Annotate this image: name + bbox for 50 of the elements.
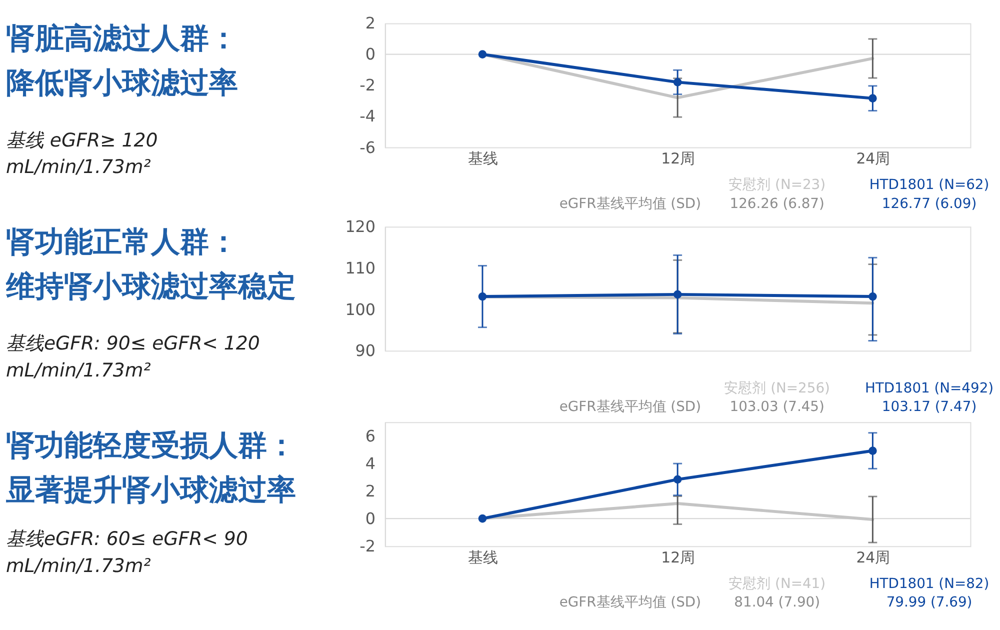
y-tick-label: -6 xyxy=(360,138,376,157)
text: 安慰剂 (N=256) xyxy=(724,380,830,396)
text: 肾功能轻度受损人群： xyxy=(6,428,296,462)
text: eGFR基线平均值 (SD) xyxy=(559,196,701,212)
y-tick-label: -4 xyxy=(360,106,376,126)
y-tick-label: 90 xyxy=(355,341,376,360)
text: 81.04 (7.90) xyxy=(734,594,820,611)
text: 基线 eGFR≥ 120 mL/min/1.73m² xyxy=(6,130,158,178)
text: HTD1801 (N=62) xyxy=(869,176,990,193)
text: 降低肾小球滤过率 xyxy=(6,66,238,100)
text: 安慰剂 (N=23) xyxy=(728,176,826,193)
y-tick-label: 4 xyxy=(365,454,376,473)
x-tick-label: 基线 xyxy=(468,548,498,566)
y-tick-label: 2 xyxy=(365,481,376,500)
point xyxy=(478,50,487,58)
text: 基线eGFR: 60≤ eGFR< 90 mL/min/1.73m² xyxy=(6,529,248,577)
text: 79.99 (7.69) xyxy=(886,594,972,611)
y-tick-label: 100 xyxy=(345,300,376,319)
text: HTD1801 (N=492) xyxy=(864,380,994,396)
text: 103.17 (7.47) xyxy=(882,399,977,416)
y-tick-label: 2 xyxy=(365,14,376,33)
x-tick-label: 24周 xyxy=(856,150,890,168)
text: 肾脏高滤过人群： xyxy=(6,21,238,56)
text: 126.77 (6.09) xyxy=(882,196,977,212)
point xyxy=(868,94,877,102)
text: 维持肾小球滤过率稳定 xyxy=(4,269,296,304)
y-tick-label: 0 xyxy=(365,509,376,528)
text: 126.26 (6.87) xyxy=(730,196,824,212)
point xyxy=(868,446,877,455)
text: eGFR基线平均值 (SD) xyxy=(559,399,701,416)
text: eGFR基线平均值 (SD) xyxy=(559,594,701,611)
y-tick-label: 120 xyxy=(345,217,376,236)
y-tick-label: -2 xyxy=(360,536,376,556)
point xyxy=(673,78,682,86)
text: HTD1801 (N=82) xyxy=(869,576,990,592)
text: 显著提升肾小球滤过率 xyxy=(4,472,296,506)
text: 103.03 (7.45) xyxy=(730,399,824,416)
text: 安慰剂 (N=41) xyxy=(728,576,826,592)
text: 肾功能正常人群： xyxy=(6,224,238,258)
text: 基线eGFR: 90≤ eGFR< 120 mL/min/1.73m² xyxy=(6,334,260,382)
point xyxy=(673,475,682,484)
x-tick-label: 基线 xyxy=(468,150,498,168)
y-tick-label: 110 xyxy=(345,258,376,278)
y-tick-label: -2 xyxy=(360,76,376,95)
x-tick-label: 12周 xyxy=(661,548,696,566)
point xyxy=(478,514,487,523)
x-tick-label: 12周 xyxy=(661,150,696,168)
y-tick-label: 6 xyxy=(365,426,376,446)
y-tick-label: 0 xyxy=(365,44,376,64)
x-tick-label: 24周 xyxy=(856,548,890,566)
